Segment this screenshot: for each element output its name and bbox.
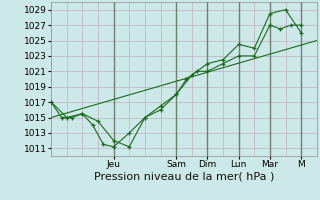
X-axis label: Pression niveau de la mer( hPa ): Pression niveau de la mer( hPa )	[94, 172, 274, 182]
